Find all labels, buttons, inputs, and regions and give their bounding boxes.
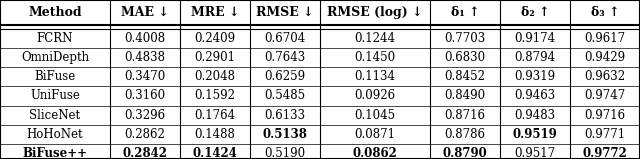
Text: 0.9771: 0.9771 bbox=[584, 128, 625, 141]
Text: 0.9632: 0.9632 bbox=[584, 70, 625, 83]
Text: 0.6133: 0.6133 bbox=[264, 109, 305, 122]
Text: 0.1244: 0.1244 bbox=[355, 32, 396, 45]
Text: 0.5485: 0.5485 bbox=[264, 90, 305, 102]
Text: MRE ↓: MRE ↓ bbox=[191, 6, 239, 19]
Text: 0.9519: 0.9519 bbox=[513, 128, 557, 141]
Text: 0.7703: 0.7703 bbox=[444, 32, 486, 45]
Text: δ₃ ↑: δ₃ ↑ bbox=[591, 6, 620, 19]
Text: 0.1488: 0.1488 bbox=[195, 128, 236, 141]
Text: 0.9483: 0.9483 bbox=[515, 109, 556, 122]
Text: FCRN: FCRN bbox=[37, 32, 73, 45]
Text: OmniDepth: OmniDepth bbox=[21, 51, 89, 64]
Text: 0.2409: 0.2409 bbox=[195, 32, 236, 45]
Text: δ₁ ↑: δ₁ ↑ bbox=[451, 6, 479, 19]
Text: 0.3296: 0.3296 bbox=[124, 109, 166, 122]
Text: HoHoNet: HoHoNet bbox=[27, 128, 83, 141]
Text: 0.9463: 0.9463 bbox=[515, 90, 556, 102]
Text: 0.9617: 0.9617 bbox=[584, 32, 625, 45]
Text: 0.0926: 0.0926 bbox=[355, 90, 396, 102]
Text: 0.1764: 0.1764 bbox=[195, 109, 236, 122]
Text: 0.9174: 0.9174 bbox=[515, 32, 556, 45]
Text: 0.9319: 0.9319 bbox=[515, 70, 556, 83]
Text: 0.3160: 0.3160 bbox=[124, 90, 166, 102]
Text: 0.1045: 0.1045 bbox=[355, 109, 396, 122]
Text: 0.7643: 0.7643 bbox=[264, 51, 306, 64]
Text: SliceNet: SliceNet bbox=[29, 109, 81, 122]
Text: 0.8790: 0.8790 bbox=[443, 147, 488, 159]
Text: 0.1592: 0.1592 bbox=[195, 90, 236, 102]
Text: 0.9716: 0.9716 bbox=[584, 109, 625, 122]
Text: 0.8452: 0.8452 bbox=[445, 70, 486, 83]
Text: RMSE (log) ↓: RMSE (log) ↓ bbox=[327, 6, 423, 19]
Text: 0.0862: 0.0862 bbox=[353, 147, 397, 159]
Text: 0.4008: 0.4008 bbox=[124, 32, 166, 45]
Text: 0.8794: 0.8794 bbox=[515, 51, 556, 64]
Text: 0.9429: 0.9429 bbox=[584, 51, 625, 64]
Text: 0.6830: 0.6830 bbox=[444, 51, 486, 64]
Text: 0.5190: 0.5190 bbox=[264, 147, 305, 159]
Text: 0.4838: 0.4838 bbox=[125, 51, 166, 64]
Text: MAE ↓: MAE ↓ bbox=[121, 6, 169, 19]
Text: 0.0871: 0.0871 bbox=[355, 128, 396, 141]
Text: 0.3470: 0.3470 bbox=[124, 70, 166, 83]
Text: 0.9772: 0.9772 bbox=[582, 147, 627, 159]
Text: 0.8786: 0.8786 bbox=[445, 128, 486, 141]
Text: 0.9517: 0.9517 bbox=[515, 147, 556, 159]
Text: 0.2862: 0.2862 bbox=[125, 128, 165, 141]
Text: UniFuse: UniFuse bbox=[30, 90, 80, 102]
Text: 0.8716: 0.8716 bbox=[445, 109, 486, 122]
Text: 0.6259: 0.6259 bbox=[264, 70, 305, 83]
Text: 0.1134: 0.1134 bbox=[355, 70, 396, 83]
Text: 0.9747: 0.9747 bbox=[584, 90, 626, 102]
Text: δ₂ ↑: δ₂ ↑ bbox=[521, 6, 549, 19]
Text: 0.2901: 0.2901 bbox=[195, 51, 236, 64]
Text: 0.1450: 0.1450 bbox=[355, 51, 396, 64]
Text: 0.2048: 0.2048 bbox=[195, 70, 236, 83]
Text: BiFuse: BiFuse bbox=[35, 70, 76, 83]
Text: BiFuse++: BiFuse++ bbox=[22, 147, 88, 159]
Text: 0.5138: 0.5138 bbox=[262, 128, 307, 141]
Text: 0.2842: 0.2842 bbox=[122, 147, 168, 159]
Text: 0.1424: 0.1424 bbox=[193, 147, 237, 159]
Text: Method: Method bbox=[28, 6, 82, 19]
Text: RMSE ↓: RMSE ↓ bbox=[256, 6, 314, 19]
Text: 0.8490: 0.8490 bbox=[444, 90, 486, 102]
Text: 0.6704: 0.6704 bbox=[264, 32, 306, 45]
